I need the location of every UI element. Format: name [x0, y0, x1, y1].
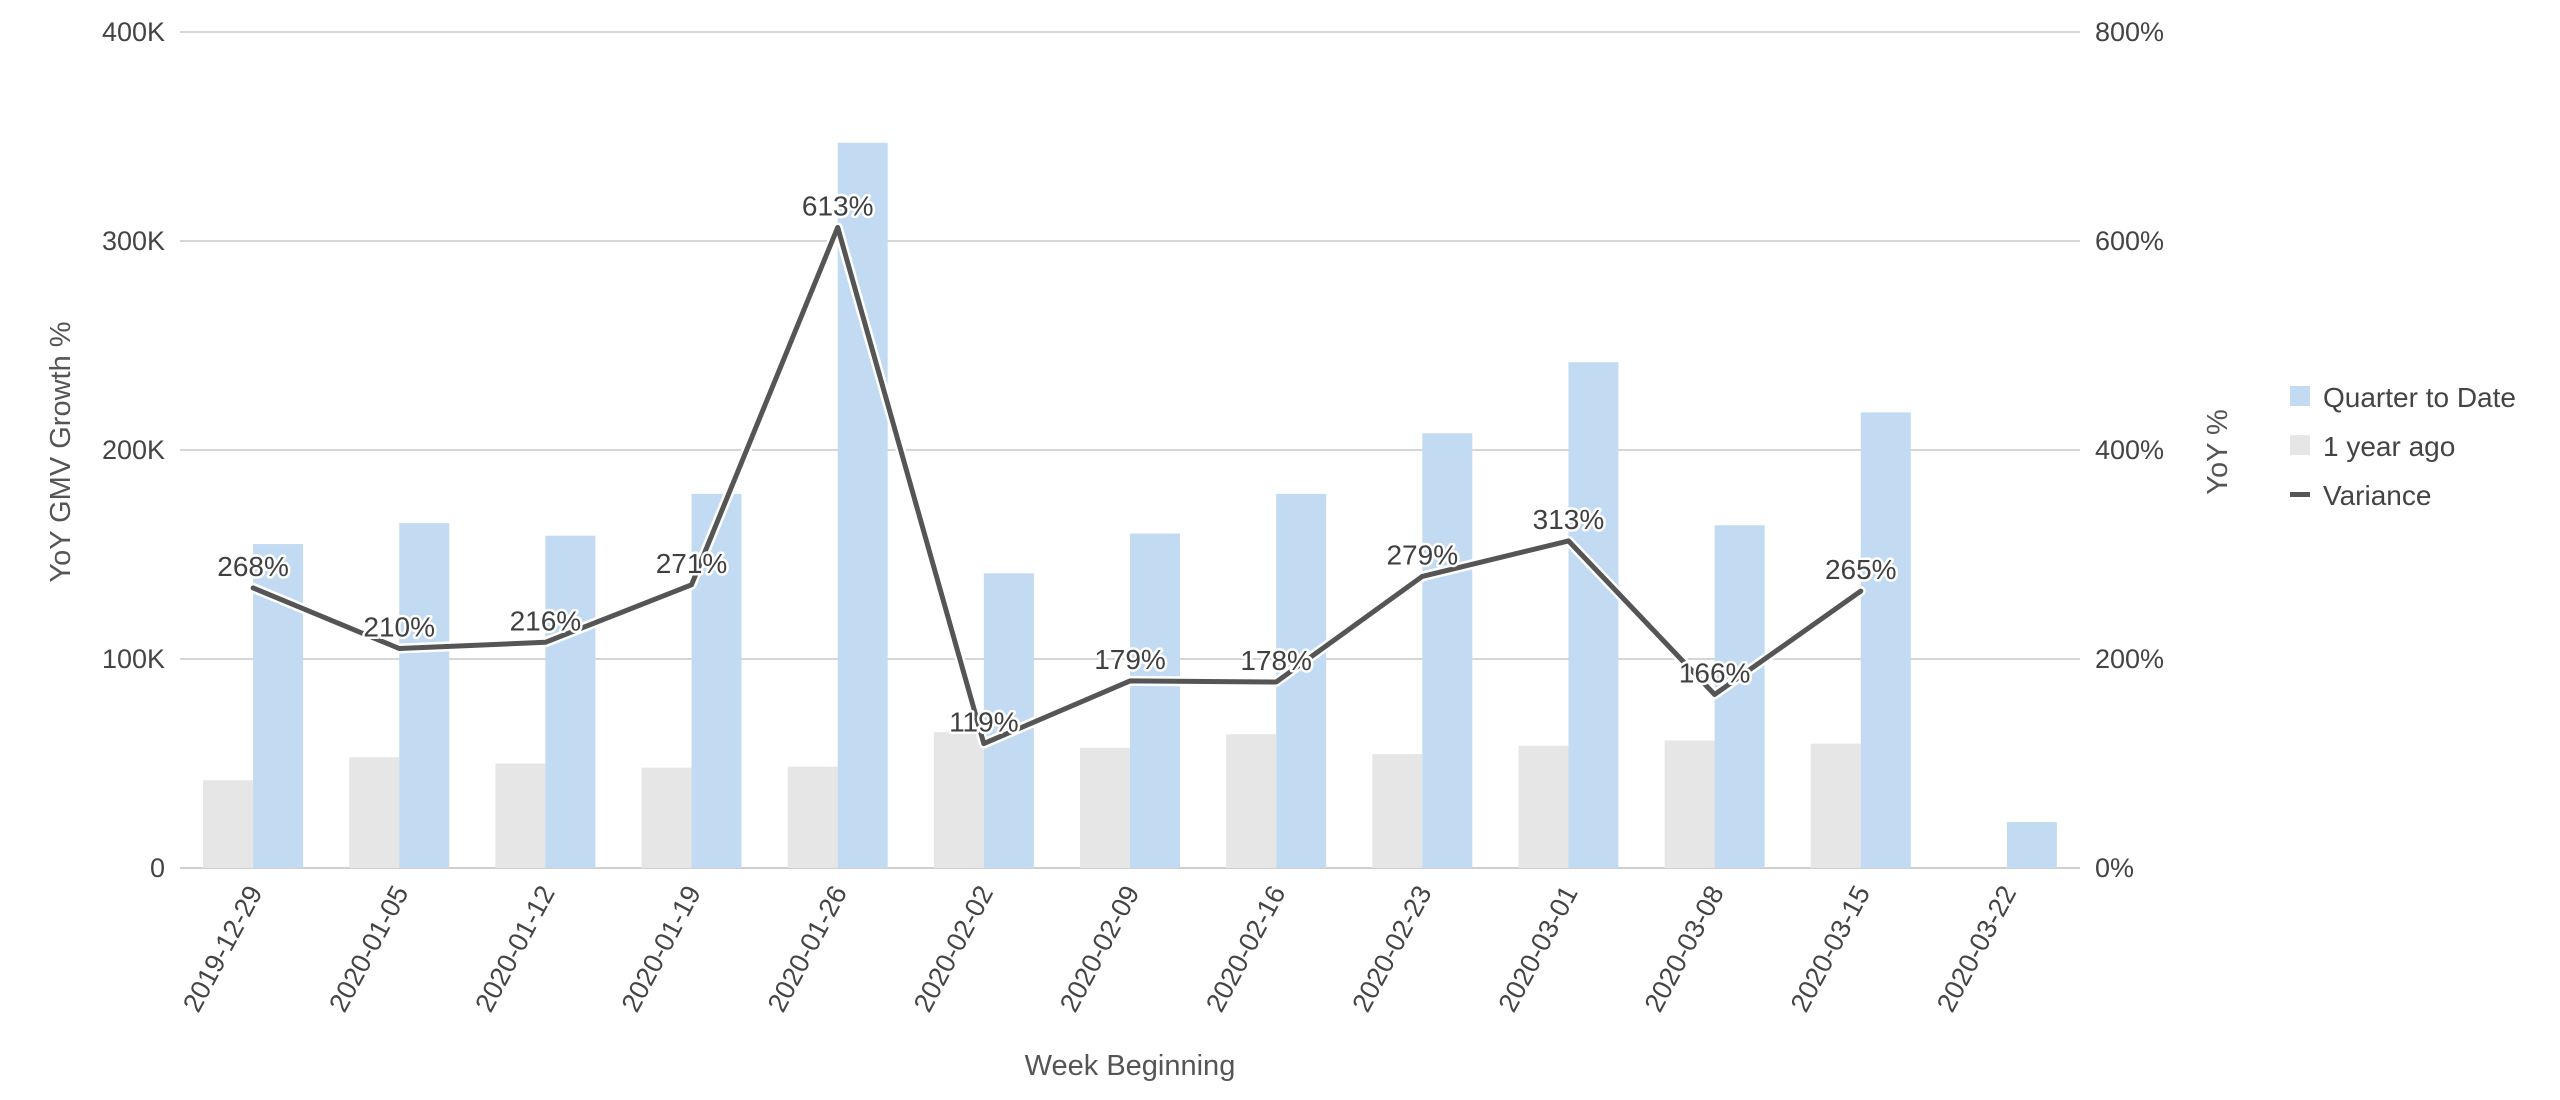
legend-item-quarter-to-date[interactable]: Quarter to Date — [2290, 382, 2516, 413]
bar-1-year-ago[interactable] — [933, 732, 984, 868]
y-tick-label: 300K — [102, 226, 165, 256]
y2-tick-label: 400% — [2095, 435, 2164, 465]
bar-quarter-to-date[interactable] — [1422, 433, 1473, 868]
bar-quarter-to-date[interactable] — [399, 523, 450, 868]
bars — [203, 142, 2057, 869]
bar-1-year-ago[interactable] — [1518, 745, 1569, 868]
legend-label-quarter-to-date: Quarter to Date — [2323, 382, 2516, 413]
y-tick-label: 100K — [102, 644, 165, 674]
variance-data-label: 613% — [802, 190, 874, 221]
y2-axis-title: YoY % — [2202, 409, 2234, 494]
variance-data-label: 271% — [656, 548, 728, 579]
y2-tick-label: 200% — [2095, 644, 2164, 674]
x-tick-label: 2020-01-05 — [323, 881, 414, 1017]
data-labels: 268% 210% 216% 271% 613% 119% 179% 178% 279% 313%… — [215, 188, 1899, 740]
y2-tick-label: 800% — [2095, 17, 2164, 47]
bar-quarter-to-date[interactable] — [1860, 412, 1911, 868]
legend-item-1-year-ago[interactable]: 1 year ago — [2290, 431, 2455, 462]
variance-data-label: 313% — [1533, 504, 1605, 535]
x-tick-label: 2020-03-01 — [1492, 881, 1583, 1017]
bar-quarter-to-date[interactable] — [1568, 362, 1619, 868]
variance-line-path[interactable] — [250, 224, 1864, 747]
bar-quarter-to-date[interactable] — [1714, 525, 1765, 868]
x-tick-label: 2020-03-08 — [1639, 881, 1730, 1017]
variance-data-label: 210% — [363, 612, 435, 643]
variance-data-label: 265% — [1825, 554, 1897, 585]
variance-data-label: 178% — [1240, 645, 1312, 676]
x-axis-title: Week Beginning — [1025, 1050, 1236, 1082]
bar-1-year-ago[interactable] — [349, 757, 400, 868]
bar-1-year-ago[interactable] — [1810, 743, 1861, 868]
x-tick-label: 2020-02-16 — [1200, 881, 1291, 1017]
bar-quarter-to-date[interactable] — [1130, 533, 1180, 868]
bar-1-year-ago[interactable] — [1080, 747, 1130, 868]
x-tick-label: 2020-03-22 — [1931, 881, 2022, 1017]
bar-1-year-ago[interactable] — [1372, 754, 1423, 868]
bar-1-year-ago[interactable] — [203, 780, 254, 868]
variance-data-label: 166% — [1679, 658, 1751, 689]
x-tick-label: 2019-12-29 — [177, 881, 268, 1017]
variance-data-label: 279% — [1386, 539, 1458, 570]
x-tick-label: 2020-01-12 — [469, 881, 560, 1017]
bar-1-year-ago[interactable] — [1664, 740, 1715, 868]
bar-quarter-to-date[interactable] — [545, 535, 596, 868]
y2-tick-label: 0% — [2095, 853, 2134, 883]
x-tick-label: 2020-03-15 — [1785, 881, 1876, 1017]
x-tick-label: 2020-01-19 — [616, 881, 707, 1017]
x-tick-label: 2020-02-02 — [908, 881, 999, 1017]
y2-tick-label: 600% — [2095, 226, 2164, 256]
x-tick-label: 2020-02-09 — [1054, 881, 1145, 1017]
x-tick-label: 2020-02-23 — [1346, 881, 1437, 1017]
y-tick-label: 400K — [102, 17, 165, 47]
legend-swatch-variance — [2290, 492, 2310, 497]
bar-1-year-ago[interactable] — [1226, 734, 1277, 868]
legend-item-variance[interactable]: Variance — [2290, 480, 2431, 511]
legend: Quarter to Date 1 year ago Variance — [2290, 382, 2516, 511]
variance-data-label: 216% — [510, 605, 582, 636]
y-tick-label: 200K — [102, 435, 165, 465]
legend-label-variance: Variance — [2323, 480, 2431, 511]
y-axis-title: YoY GMV Growth % — [45, 321, 77, 582]
variance-line-halo — [248, 222, 1866, 749]
bar-1-year-ago[interactable] — [641, 767, 692, 868]
y-tick-label: 0 — [150, 853, 165, 883]
variance-data-label: 119% — [949, 707, 1019, 738]
variance-data-label: 268% — [217, 551, 289, 582]
bar-1-year-ago[interactable] — [787, 766, 838, 868]
variance-data-label: 179% — [1094, 644, 1166, 675]
variance-line — [248, 222, 1866, 749]
legend-swatch-1-year-ago — [2290, 435, 2310, 455]
bar-quarter-to-date[interactable] — [2006, 822, 2057, 868]
legend-label-1-year-ago: 1 year ago — [2323, 431, 2455, 462]
legend-swatch-quarter-to-date — [2290, 386, 2310, 406]
bar-1-year-ago[interactable] — [495, 763, 546, 869]
x-tick-label: 2020-01-26 — [762, 881, 853, 1017]
